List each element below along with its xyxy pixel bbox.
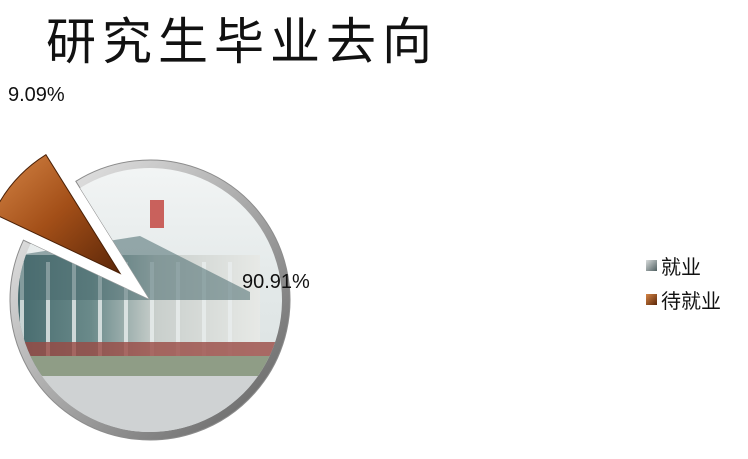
legend-item-employed: 就业 — [646, 248, 721, 282]
pie-slice-1 — [0, 154, 122, 275]
legend-swatch-pending — [646, 293, 657, 305]
legend-label-pending: 待就业 — [661, 288, 721, 313]
legend-swatch-employed — [646, 259, 657, 271]
legend: 就业 待就业 — [646, 248, 721, 316]
chart-title: 研究生毕业去向 — [46, 13, 438, 71]
data-label-0: 90.91% — [242, 271, 310, 293]
data-label-1: 9.09% — [8, 84, 65, 106]
legend-label-employed: 就业 — [661, 254, 701, 279]
legend-item-pending: 待就业 — [646, 282, 721, 316]
